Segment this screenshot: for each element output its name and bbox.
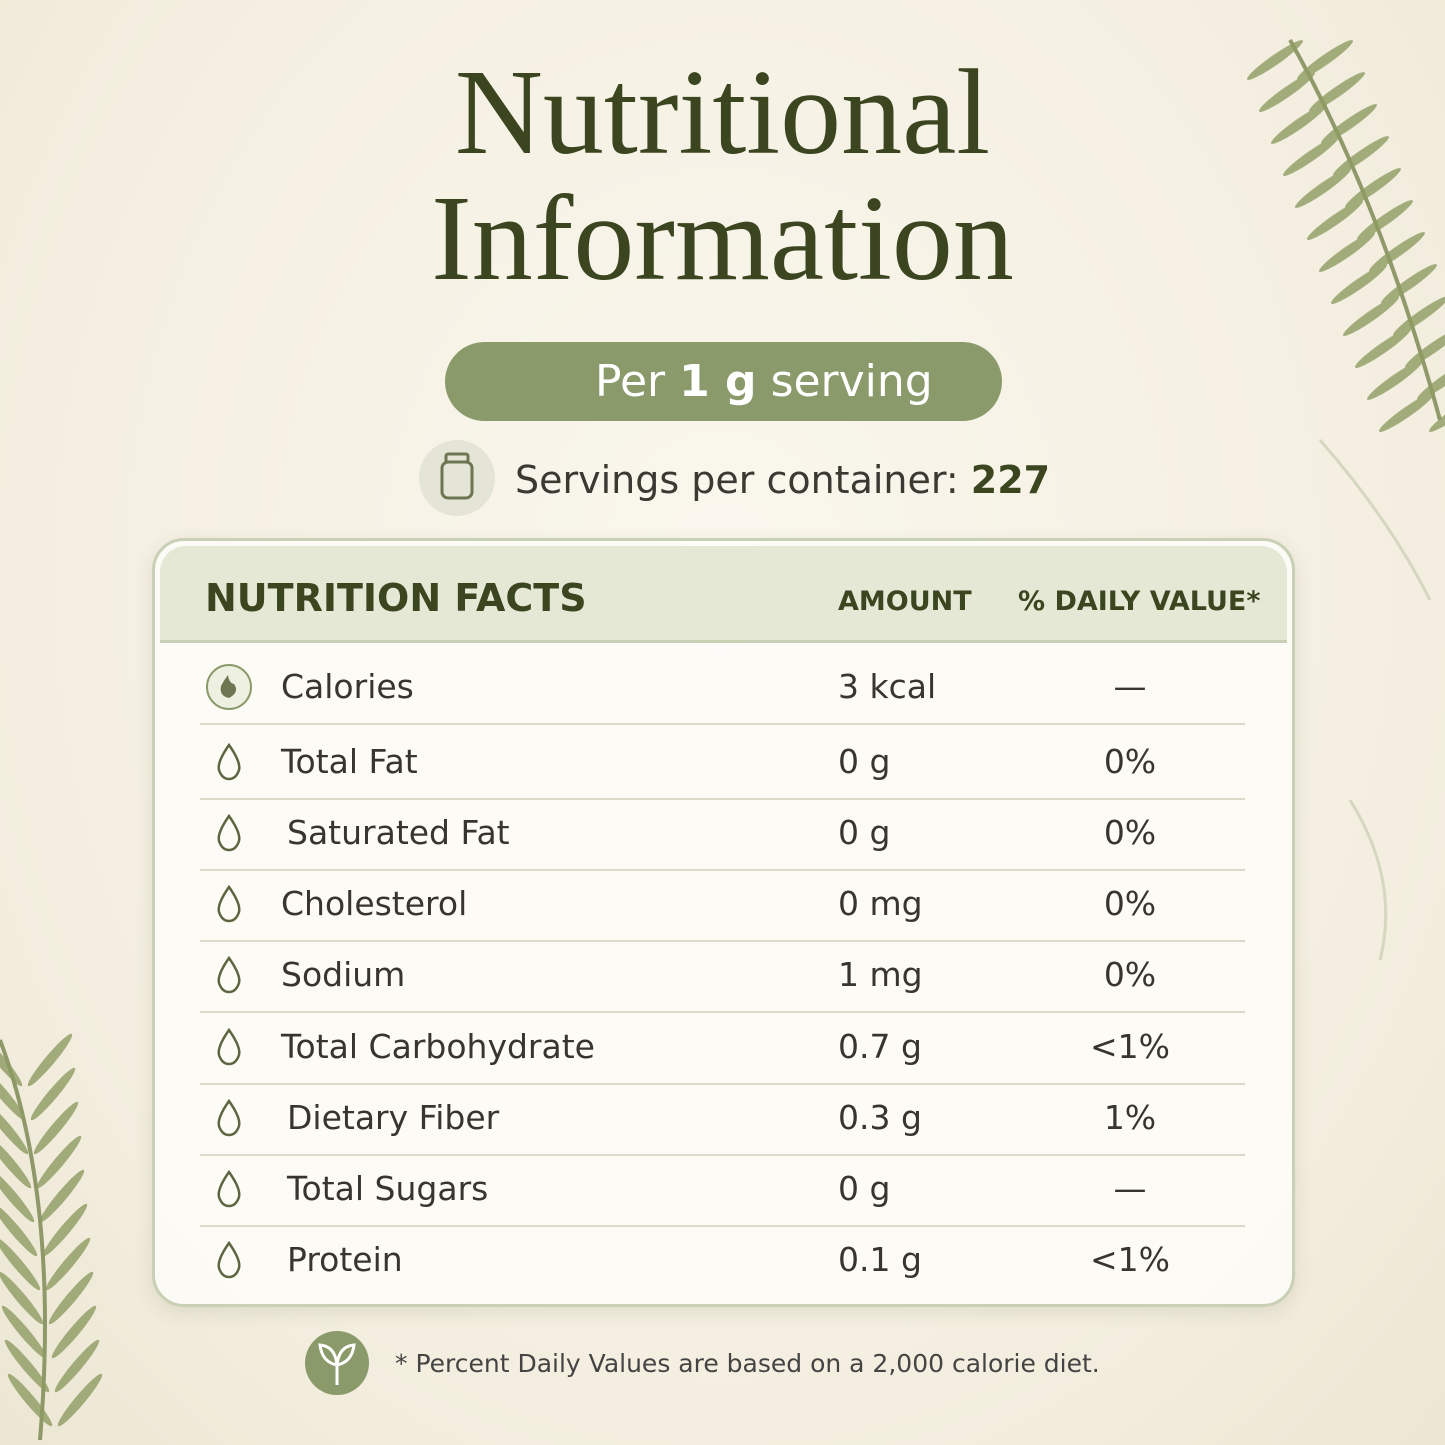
row-divider [200, 869, 1245, 871]
row-divider [200, 1154, 1245, 1156]
servings-value: 227 [970, 458, 1051, 502]
row-divider [200, 723, 1245, 725]
row-divider [200, 1083, 1245, 1085]
row-divider [200, 940, 1245, 942]
nutrient-amount: 0.7 g [838, 1027, 922, 1066]
row-icon [217, 1098, 241, 1137]
servings: Servings per container: 227 [515, 455, 1050, 505]
row-icon [217, 1240, 241, 1279]
daily-value: 0% [1103, 955, 1157, 994]
nutrient-amount: 0 g [838, 813, 891, 852]
nutrient-amount: 3 kcal [838, 667, 937, 706]
facts-title: NUTRITION FACTS [205, 576, 587, 620]
footnote: * Percent Daily Values are based on a 2,… [395, 1349, 1100, 1378]
row-icon [217, 955, 241, 994]
nutrient-name: Dietary Fiber [287, 1098, 500, 1137]
daily-value: — [1113, 667, 1147, 706]
column-header: % DAILY VALUE* [1018, 586, 1261, 617]
nutrient-amount: 0 g [838, 742, 891, 781]
daily-value: 0% [1103, 742, 1157, 781]
nutrient-amount: 0.1 g [838, 1240, 922, 1279]
row-icon [206, 664, 252, 710]
serving-pill: Per 1 g serving [445, 342, 1002, 421]
nutrient-name: Sodium [281, 955, 406, 994]
nutrient-name: Total Carbohydrate [281, 1027, 595, 1066]
nutrient-name: Protein [287, 1240, 403, 1279]
servings-label: Servings per container: [515, 458, 959, 502]
row-icon [217, 742, 241, 781]
nutrient-name: Total Sugars [287, 1169, 489, 1208]
column-header: AMOUNT [838, 586, 972, 617]
row-icon [217, 884, 241, 923]
row-divider [200, 798, 1245, 800]
serving-suffix: serving [770, 356, 933, 407]
daily-value: 1% [1103, 1098, 1157, 1137]
daily-value: <1% [1089, 1027, 1170, 1066]
nutrient-name: Cholesterol [281, 884, 468, 923]
nutrient-name: Saturated Fat [287, 813, 510, 852]
facts-header [160, 546, 1287, 643]
nutrient-amount: 1 mg [838, 955, 923, 994]
row-divider [200, 1011, 1245, 1013]
daily-value: — [1113, 1169, 1147, 1208]
row-icon [217, 1027, 241, 1066]
nutrient-amount: 0 mg [838, 884, 923, 923]
nutrient-amount: 0 g [838, 1169, 891, 1208]
row-icon [217, 813, 241, 852]
row-icon [217, 1169, 241, 1208]
row-divider [200, 1225, 1245, 1227]
facts-card [152, 538, 1295, 1307]
nutrient-name: Total Fat [281, 742, 418, 781]
title: Nutritional Information [431, 45, 1014, 306]
daily-value: 0% [1103, 813, 1157, 852]
serving-prefix: Per [595, 356, 666, 407]
serving-amount: 1 g [679, 356, 757, 407]
daily-value: 0% [1103, 884, 1157, 923]
nutrient-name: Calories [281, 667, 414, 706]
daily-value: <1% [1089, 1240, 1170, 1279]
nutrient-amount: 0.3 g [838, 1098, 922, 1137]
